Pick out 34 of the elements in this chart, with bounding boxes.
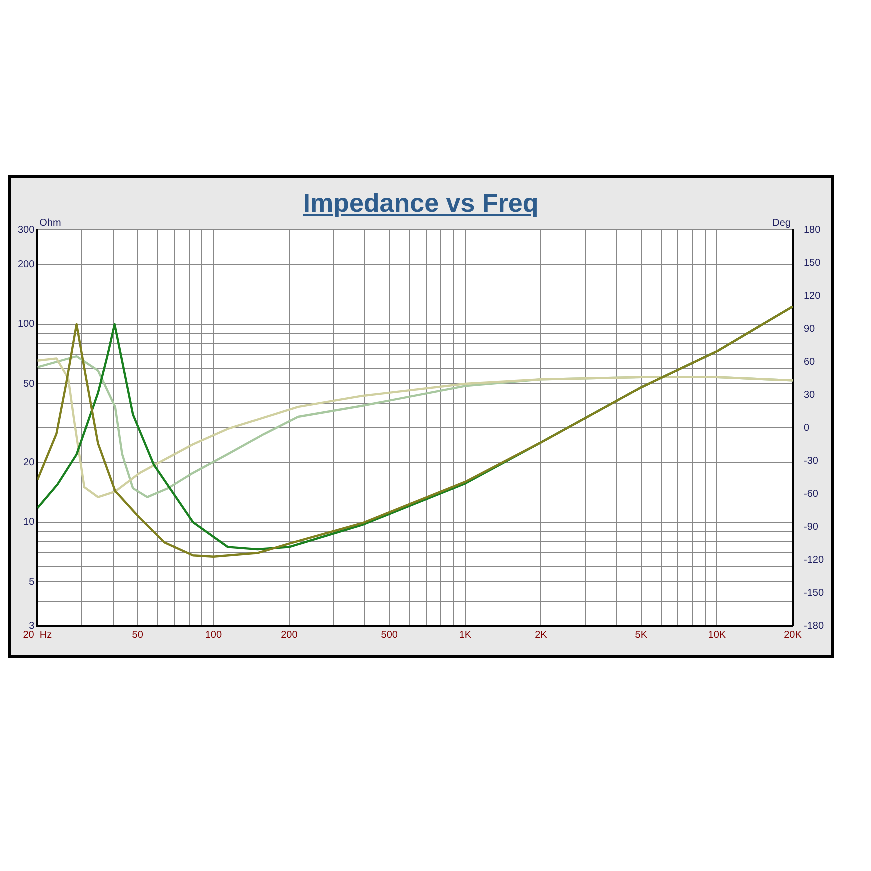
y2-axis-title: Deg bbox=[772, 218, 791, 229]
y-tick-label: 200 bbox=[18, 260, 36, 271]
x-tick-label: 50 bbox=[132, 630, 144, 641]
y-tick-label: 5 bbox=[29, 576, 36, 588]
y2-tick-label: 0 bbox=[804, 422, 810, 434]
x-tick-label: 20K bbox=[784, 630, 802, 641]
x-tick-label: 1K bbox=[459, 630, 472, 641]
y2-tick-label: -30 bbox=[804, 456, 819, 467]
y2-tick-label: -90 bbox=[804, 522, 819, 533]
x-tick-label: 2K bbox=[535, 630, 548, 641]
x-tick-label: 500 bbox=[381, 630, 398, 641]
y2-tick-label: 120 bbox=[804, 290, 822, 302]
x-tick-label: 200 bbox=[281, 630, 298, 641]
y-tick-label: 50 bbox=[24, 378, 36, 390]
y2-tick-label: 150 bbox=[804, 258, 822, 269]
y2-tick-label: -180 bbox=[804, 620, 824, 632]
y2-tick-label: 180 bbox=[804, 224, 822, 236]
y-tick-label: 300 bbox=[18, 224, 36, 236]
y-axis-title: Ohm bbox=[40, 218, 62, 229]
x-tick-label: 5K bbox=[635, 630, 648, 641]
x-tick-label: 100 bbox=[205, 630, 222, 641]
y2-tick-label: 60 bbox=[804, 356, 816, 368]
y2-tick-label: -60 bbox=[804, 488, 819, 500]
y-tick-label: 20 bbox=[24, 458, 36, 469]
chart-title: Impedance vs Freq bbox=[302, 188, 540, 219]
y2-tick-label: 90 bbox=[804, 324, 816, 335]
y-tick-label: 3 bbox=[29, 620, 36, 632]
y2-tick-label: -150 bbox=[804, 588, 824, 599]
x-tick-label: 10K bbox=[708, 630, 726, 641]
y-tick-label: 100 bbox=[18, 319, 36, 330]
y2-tick-label: -120 bbox=[804, 554, 824, 566]
y-tick-label: 10 bbox=[24, 517, 36, 528]
y2-tick-label: 30 bbox=[804, 390, 816, 401]
x-tick-label: 20 Hz bbox=[23, 630, 52, 641]
